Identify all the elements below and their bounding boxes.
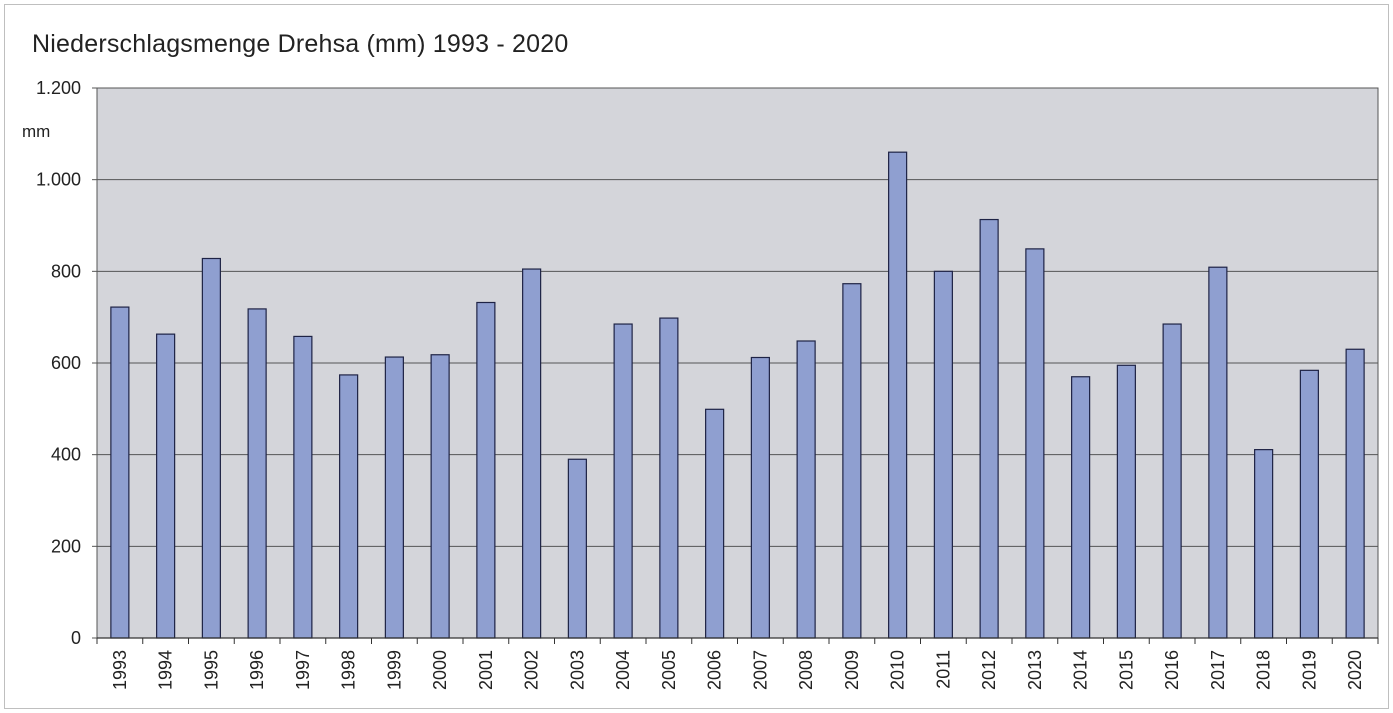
x-tick-label: 1998 [339,650,359,690]
x-tick-label: 1993 [110,650,130,690]
x-tick-label: 2019 [1299,650,1319,690]
y-tick-label: 0 [71,628,81,648]
bar [201,257,221,639]
bar [1162,323,1182,639]
x-tick-label: 1994 [156,650,176,690]
bar [1025,248,1045,639]
bar [430,354,450,639]
x-tick-label: 2002 [522,650,542,690]
y-tick-label: 800 [51,261,81,281]
bar [796,340,816,639]
bar [659,317,679,639]
x-tick-label: 2000 [430,650,450,690]
x-tick-label: 2003 [567,650,587,690]
bar [384,356,404,639]
bar [979,218,999,639]
x-tick-label: 2020 [1345,650,1365,690]
bar [247,308,267,639]
x-tick-label: 2018 [1254,650,1274,690]
x-tick-label: 2015 [1116,650,1136,690]
bar [1208,266,1228,639]
bar [1345,348,1365,639]
bar [567,458,587,639]
x-tick-label: 1996 [247,650,267,690]
x-tick-label: 2001 [476,650,496,690]
x-tick-label: 2005 [659,650,679,690]
y-tick-label: 600 [51,353,81,373]
bar [888,151,908,639]
bar [1116,364,1136,639]
bar [705,408,725,639]
y-tick-label: 400 [51,445,81,465]
x-tick-label: 2016 [1162,650,1182,690]
x-tick-label: 1999 [384,650,404,690]
bar [522,268,542,639]
x-tick-label: 2017 [1208,650,1228,690]
bar [613,323,633,639]
x-tick-label: 2009 [842,650,862,690]
x-tick-label: 2007 [750,650,770,690]
x-tick-label: 1997 [293,650,313,690]
x-tick-label: 2008 [796,650,816,690]
bar [1254,449,1274,639]
y-tick-label: 200 [51,536,81,556]
bar [476,301,496,639]
y-unit-label: mm [22,122,50,141]
bar [1071,376,1091,639]
x-tick-label: 2012 [979,650,999,690]
x-tick-label: 2014 [1071,650,1091,690]
bar [293,335,313,639]
bar [842,283,862,639]
bar [156,333,176,639]
chart-title: Niederschlagsmenge Drehsa (mm) 1993 - 20… [32,30,569,58]
bar [110,306,130,639]
y-tick-label: 1.000 [36,170,81,190]
y-tick-label: 1.200 [36,78,81,98]
x-tick-label: 2011 [933,650,953,689]
x-tick-label: 2006 [705,650,725,690]
bar [933,270,953,639]
x-tick-label: 2010 [888,650,908,690]
x-tick-label: 2013 [1025,650,1045,690]
bar [750,356,770,639]
bar [339,374,359,639]
x-tick-label: 2004 [613,650,633,690]
x-tick-label: 1995 [201,650,221,690]
bar [1299,369,1319,639]
